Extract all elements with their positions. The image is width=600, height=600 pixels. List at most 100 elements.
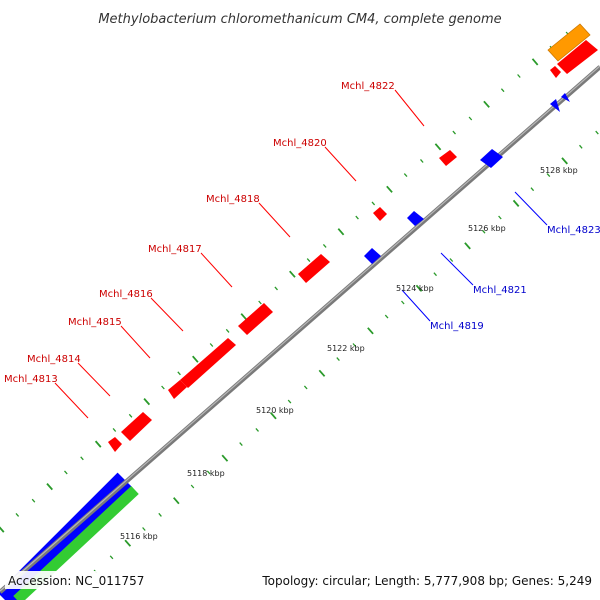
label-mchl-4816: Mchl_4816	[99, 289, 153, 300]
label-mchl-4819: Mchl_4819	[430, 321, 484, 332]
scale-tick-mark	[386, 185, 393, 193]
leader-mchl-4822	[394, 89, 425, 127]
scale-tick-mark	[289, 270, 296, 278]
scale-tick-mark	[128, 413, 133, 418]
scale-tick-mark	[498, 215, 502, 220]
gene-arrow-mchl-4823[interactable]	[480, 149, 503, 168]
scale-tick-mark	[483, 100, 490, 108]
scale-tick-mark	[225, 328, 230, 333]
genome-backbone-highlight	[0, 65, 600, 592]
scale-tick-mark	[124, 539, 132, 547]
scale-tick-mark	[255, 427, 259, 432]
scale-tick-mark	[0, 526, 5, 533]
scale-tick-mark	[322, 243, 327, 248]
gene-label-leaders	[54, 89, 548, 419]
scale-tick-mark	[287, 399, 292, 404]
scale-tick-mark	[31, 498, 36, 503]
scale-label-5118: 5118 kbp	[187, 469, 225, 478]
scale-tick-mark	[143, 398, 151, 406]
gene-arrow-mchl-4814[interactable]	[121, 412, 152, 441]
leader-mchl-4823	[514, 191, 548, 226]
scale-tick-mark	[530, 187, 535, 192]
label-mchl-4813: Mchl_4813	[4, 374, 58, 385]
forward-strand-genes	[108, 40, 598, 452]
scale-tick-mark	[336, 357, 340, 362]
gene-arrow-right-edge-large[interactable]	[557, 40, 598, 74]
label-mchl-4821: Mchl_4821	[473, 285, 527, 296]
scale-tick-mark	[355, 215, 359, 220]
scale-tick-mark	[481, 229, 486, 234]
scale-tick-mark	[240, 313, 248, 321]
scale-tick-mark	[15, 512, 20, 517]
scale-label-5120: 5120 kbp	[256, 406, 294, 415]
scale-tick-mark	[371, 201, 376, 206]
scale-label-5116: 5116 kbp	[120, 532, 158, 541]
scale-tick-mark	[318, 369, 326, 377]
gene-labels: Mchl_4813 Mchl_4814 Mchl_4815 Mchl_4816 …	[4, 81, 600, 385]
gene-arrow-mchl-4818[interactable]	[298, 254, 330, 283]
label-mchl-4815: Mchl_4815	[68, 317, 122, 328]
scale-tick-mark	[449, 258, 454, 262]
scale-tick-mark	[512, 199, 520, 207]
gene-arrow-mchl-4821[interactable]	[407, 211, 424, 226]
leader-mchl-4813	[54, 382, 89, 419]
label-mchl-4823: Mchl_4823	[547, 225, 600, 236]
scale-labels: 5116 kbp 5118 kbp 5120 kbp 5122 kbp 5124…	[120, 166, 578, 541]
accession-text: Accession: NC_011757	[8, 574, 144, 588]
scale-tick-mark	[190, 484, 195, 489]
scale-tick-mark	[94, 440, 102, 448]
scale-tick-mark	[192, 355, 199, 363]
genome-summary-text: Topology: circular; Length: 5,777,908 bp…	[261, 574, 592, 588]
scale-tick-mark	[337, 228, 345, 236]
footer: Accession: NC_011757 Topology: circular;…	[5, 571, 592, 589]
gene-arrow-mchl-4815[interactable]	[168, 380, 187, 399]
scale-tick-mark	[517, 74, 521, 78]
scale-tick-mark	[80, 456, 84, 461]
scale-tick-mark	[561, 157, 568, 165]
leader-mchl-4821	[440, 252, 474, 286]
label-mchl-4820: Mchl_4820	[273, 138, 327, 149]
gene-arrow-mchl-4822[interactable]	[439, 150, 457, 166]
scale-tick-mark	[173, 497, 180, 505]
gene-arrow-right-edge-a[interactable]	[550, 99, 560, 112]
gene-arrow-mchl-4817[interactable]	[238, 303, 273, 335]
gene-arrow-mchl-4816[interactable]	[180, 338, 236, 388]
leader-mchl-4814	[77, 362, 111, 397]
gene-arrow-mchl-4813[interactable]	[108, 437, 122, 452]
scale-tick-mark	[595, 130, 599, 135]
scale-tick-mark	[46, 483, 53, 491]
gene-arrow-mchl-4819[interactable]	[364, 248, 381, 264]
tick-tracks	[0, 31, 599, 574]
genome-backbone	[0, 65, 600, 594]
scale-tick-mark	[239, 442, 243, 447]
orange-feature-band	[547, 23, 591, 62]
scale-tick-mark	[415, 284, 423, 292]
reverse-strand-genes	[364, 93, 570, 264]
scale-tick-mark	[468, 116, 473, 121]
leader-mchl-4818	[258, 202, 291, 238]
scale-tick-mark	[270, 412, 277, 420]
scale-tick-mark	[303, 385, 308, 390]
scale-tick-mark	[177, 371, 181, 376]
scale-tick-mark	[161, 385, 165, 390]
gene-arrow-right-edge-b[interactable]	[561, 93, 570, 102]
label-mchl-4817: Mchl_4817	[148, 244, 202, 255]
scale-tick-mark	[258, 300, 262, 305]
scale-label-5126: 5126 kbp	[468, 224, 506, 233]
scale-tick-mark	[531, 58, 539, 66]
scale-tick-mark	[142, 527, 146, 531]
scale-tick-mark	[64, 470, 68, 475]
scale-label-5124: 5124 kbp	[396, 284, 434, 293]
scale-tick-mark	[433, 272, 437, 277]
label-mchl-4818: Mchl_4818	[206, 194, 260, 205]
scale-tick-mark	[546, 173, 551, 178]
label-mchl-4822: Mchl_4822	[341, 81, 395, 92]
scale-tick-mark	[221, 454, 229, 462]
scale-label-5122: 5122 kbp	[327, 344, 365, 353]
scale-tick-mark	[401, 300, 405, 305]
scale-tick-mark	[464, 242, 471, 250]
gene-arrow-mchl-4820[interactable]	[373, 207, 387, 221]
leader-mchl-4819	[401, 289, 431, 322]
gene-arrow-right-edge-small[interactable]	[550, 66, 561, 78]
